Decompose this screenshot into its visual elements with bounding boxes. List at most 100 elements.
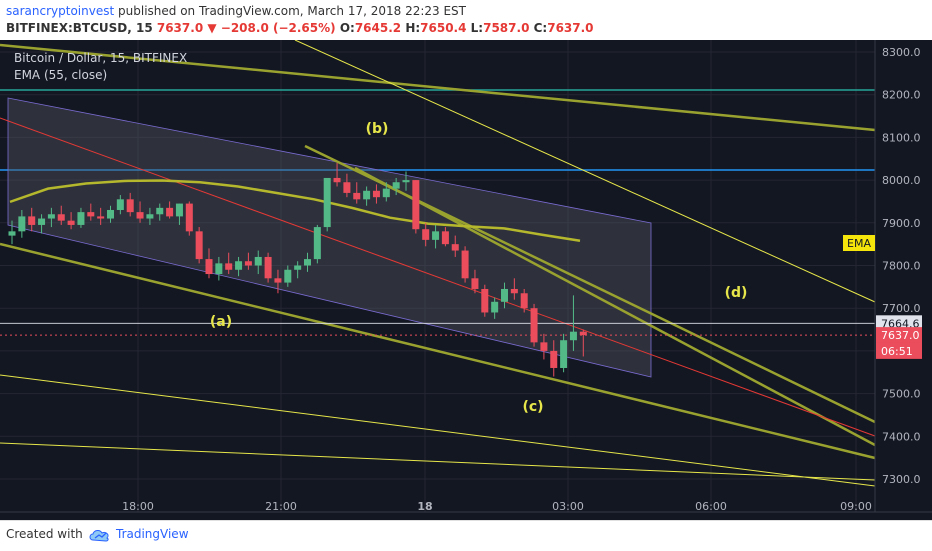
candle-body	[412, 180, 420, 230]
candle-body	[432, 231, 440, 240]
wave-annotation: (c)	[522, 399, 543, 415]
candle-body	[579, 331, 587, 336]
ema-label: EMA	[847, 237, 871, 250]
candle-body	[274, 278, 282, 283]
price-tick-label: 7800.0	[882, 260, 921, 273]
price-tick-label: 7300.0	[882, 473, 921, 486]
candle-body	[441, 231, 449, 245]
candle-body	[87, 212, 95, 217]
price-label: 7664.6	[881, 317, 920, 330]
time-axis[interactable]: 18:00 21:00 18 03:00 06:00 09:00	[0, 500, 932, 513]
candle-body	[481, 288, 489, 313]
candle-body	[166, 207, 174, 217]
candle-body	[156, 207, 164, 215]
candle-body	[8, 231, 16, 236]
candle-body	[471, 278, 479, 289]
candle-body	[372, 190, 380, 198]
candle-body	[501, 288, 508, 302]
candle-body	[382, 188, 390, 198]
legend-indicator[interactable]: EMA (55, close)	[14, 68, 107, 82]
candle-body	[402, 180, 410, 183]
trend-line	[354, 166, 876, 447]
tradingview-brand[interactable]: TradingView	[116, 527, 189, 541]
candle-body	[254, 256, 262, 266]
ema-label-bg	[843, 235, 875, 251]
close-label: C:	[533, 21, 548, 35]
close-value: 7637.0	[547, 21, 594, 35]
candle-body	[560, 340, 568, 368]
candle-body	[510, 288, 518, 294]
footer: Created with TradingView	[0, 520, 932, 551]
ohlc-line: BITFINEX:BTCUSD, 15 7637.0 ▼ −208.0 (−2.…	[6, 21, 594, 35]
time-tick-label: 21:00	[265, 500, 297, 513]
candle-body	[225, 263, 233, 270]
candle-body	[461, 250, 469, 279]
price-tick-label: 8100.0	[882, 131, 921, 144]
candle-body	[392, 182, 400, 189]
price-tick-label: 7400.0	[882, 430, 921, 443]
price-label-bg	[876, 342, 922, 359]
price-tick-label: 8300.0	[882, 46, 921, 59]
price-label-bg	[876, 327, 922, 344]
candle-body	[18, 216, 26, 232]
candle-body	[304, 259, 311, 266]
candle-body	[422, 229, 430, 240]
price-change: −208.0 (−2.65%)	[220, 21, 336, 35]
candle-body	[550, 350, 558, 368]
candle-body	[520, 293, 528, 309]
publisher-link[interactable]: sarancryptoinvest	[6, 4, 115, 18]
thin-trend-line	[0, 374, 876, 487]
candle-body	[185, 203, 193, 232]
tradingview-cloud-icon	[89, 530, 109, 542]
candle-body	[195, 231, 203, 260]
candle-body	[540, 342, 548, 351]
publish-info: sarancryptoinvest published on TradingVi…	[6, 4, 466, 18]
candle-body	[264, 256, 272, 279]
price-axis-bg	[875, 40, 932, 520]
high-label: H:	[405, 21, 421, 35]
candle-body	[353, 192, 361, 200]
candle-body	[116, 199, 124, 210]
ema-line	[9, 179, 581, 242]
open-label: O:	[339, 21, 355, 35]
wave-annotation: (b)	[366, 121, 389, 137]
candles	[8, 163, 587, 377]
created-with-label: Created with	[6, 527, 83, 541]
candle-body	[146, 214, 154, 219]
time-tick-label: 06:00	[695, 500, 727, 513]
candle-body	[294, 265, 302, 270]
candle-body	[107, 209, 114, 219]
candle-body	[136, 212, 144, 219]
candle-body	[323, 177, 331, 228]
trend-line	[0, 43, 876, 132]
time-tick-label: 18:00	[122, 500, 154, 513]
trend-line	[0, 242, 876, 460]
legend-title: Bitcoin / Dollar, 15, BITFINEX	[14, 51, 187, 65]
price-chart[interactable]: 8300.0 8200.0 8100.0 8000.0 7900.0 7800.0 7700…	[0, 39, 932, 520]
price-tick-label: 7900.0	[882, 217, 921, 230]
candle-body	[175, 203, 183, 217]
wave-annotation: (a)	[210, 314, 232, 330]
candle-body	[284, 269, 292, 283]
candle-body	[97, 216, 105, 219]
candle-body	[77, 212, 85, 225]
down-arrow-icon: ▼	[207, 21, 217, 35]
candle-body	[28, 216, 36, 225]
low-value: 7587.0	[483, 21, 530, 35]
candle-body	[205, 259, 213, 275]
candle-body	[126, 199, 134, 213]
chart-header: sarancryptoinvest published on TradingVi…	[0, 0, 932, 40]
price-tick-label: 7500.0	[882, 388, 921, 401]
low-label: L:	[470, 21, 484, 35]
candle-body	[333, 177, 341, 183]
thin-trend-line	[294, 39, 876, 303]
thin-trend-line	[0, 442, 876, 481]
candle-body	[491, 301, 499, 313]
price-label: 06:51	[881, 345, 913, 358]
candle-body	[569, 331, 577, 341]
chart-area[interactable]: 8300.0 8200.0 8100.0 8000.0 7900.0 7800.0 7700…	[0, 39, 932, 520]
candle-body	[530, 308, 538, 343]
price-axis[interactable]: 8300.0 8200.0 8100.0 8000.0 7900.0 7800.0 7700…	[843, 40, 932, 520]
candle-body	[313, 227, 321, 260]
regression-line	[0, 117, 876, 437]
